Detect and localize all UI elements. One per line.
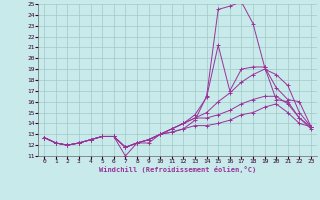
X-axis label: Windchill (Refroidissement éolien,°C): Windchill (Refroidissement éolien,°C) [99, 166, 256, 173]
